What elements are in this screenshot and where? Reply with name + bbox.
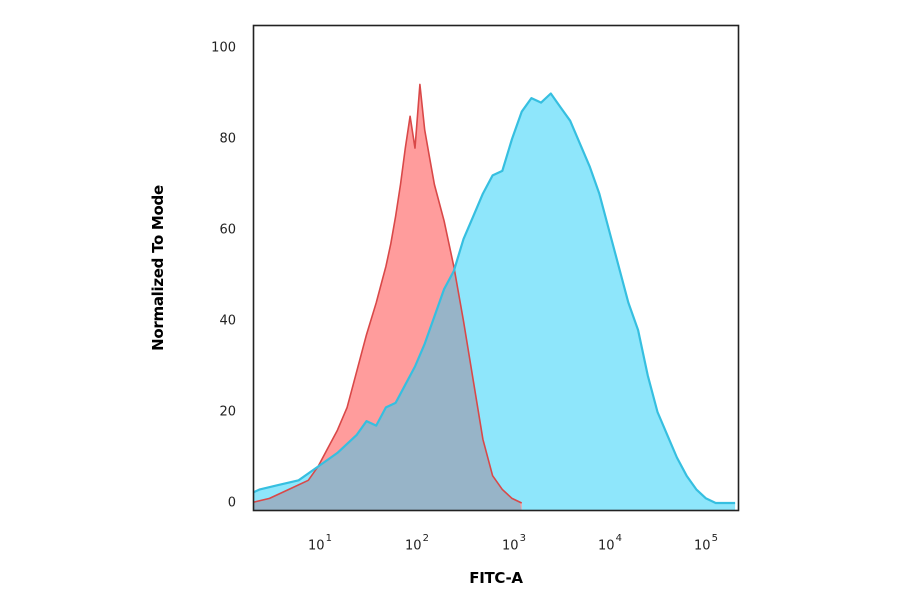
overlap-area bbox=[254, 270, 522, 510]
y-tick-60: 60 bbox=[219, 222, 236, 238]
x-tick-10-2: 102 bbox=[405, 533, 429, 554]
x-axis-label: FITC-A bbox=[469, 569, 523, 587]
y-tick-20: 20 bbox=[219, 404, 236, 420]
x-tick-10-4: 104 bbox=[598, 533, 622, 554]
y-tick-100: 100 bbox=[211, 40, 236, 56]
y-tick-0: 0 bbox=[227, 495, 236, 511]
y-tick-80: 80 bbox=[219, 131, 236, 147]
control-series-line bbox=[254, 83, 523, 504]
target-series-area bbox=[254, 93, 736, 510]
plot-frame bbox=[252, 24, 740, 512]
x-tick-10-3: 103 bbox=[502, 533, 526, 554]
y-tick-40: 40 bbox=[219, 313, 236, 329]
target-series-line bbox=[254, 92, 736, 505]
x-tick-10-5: 105 bbox=[694, 533, 718, 554]
y-axis-label: Normalized To Mode bbox=[149, 185, 167, 351]
x-tick-10-1: 101 bbox=[308, 533, 332, 554]
